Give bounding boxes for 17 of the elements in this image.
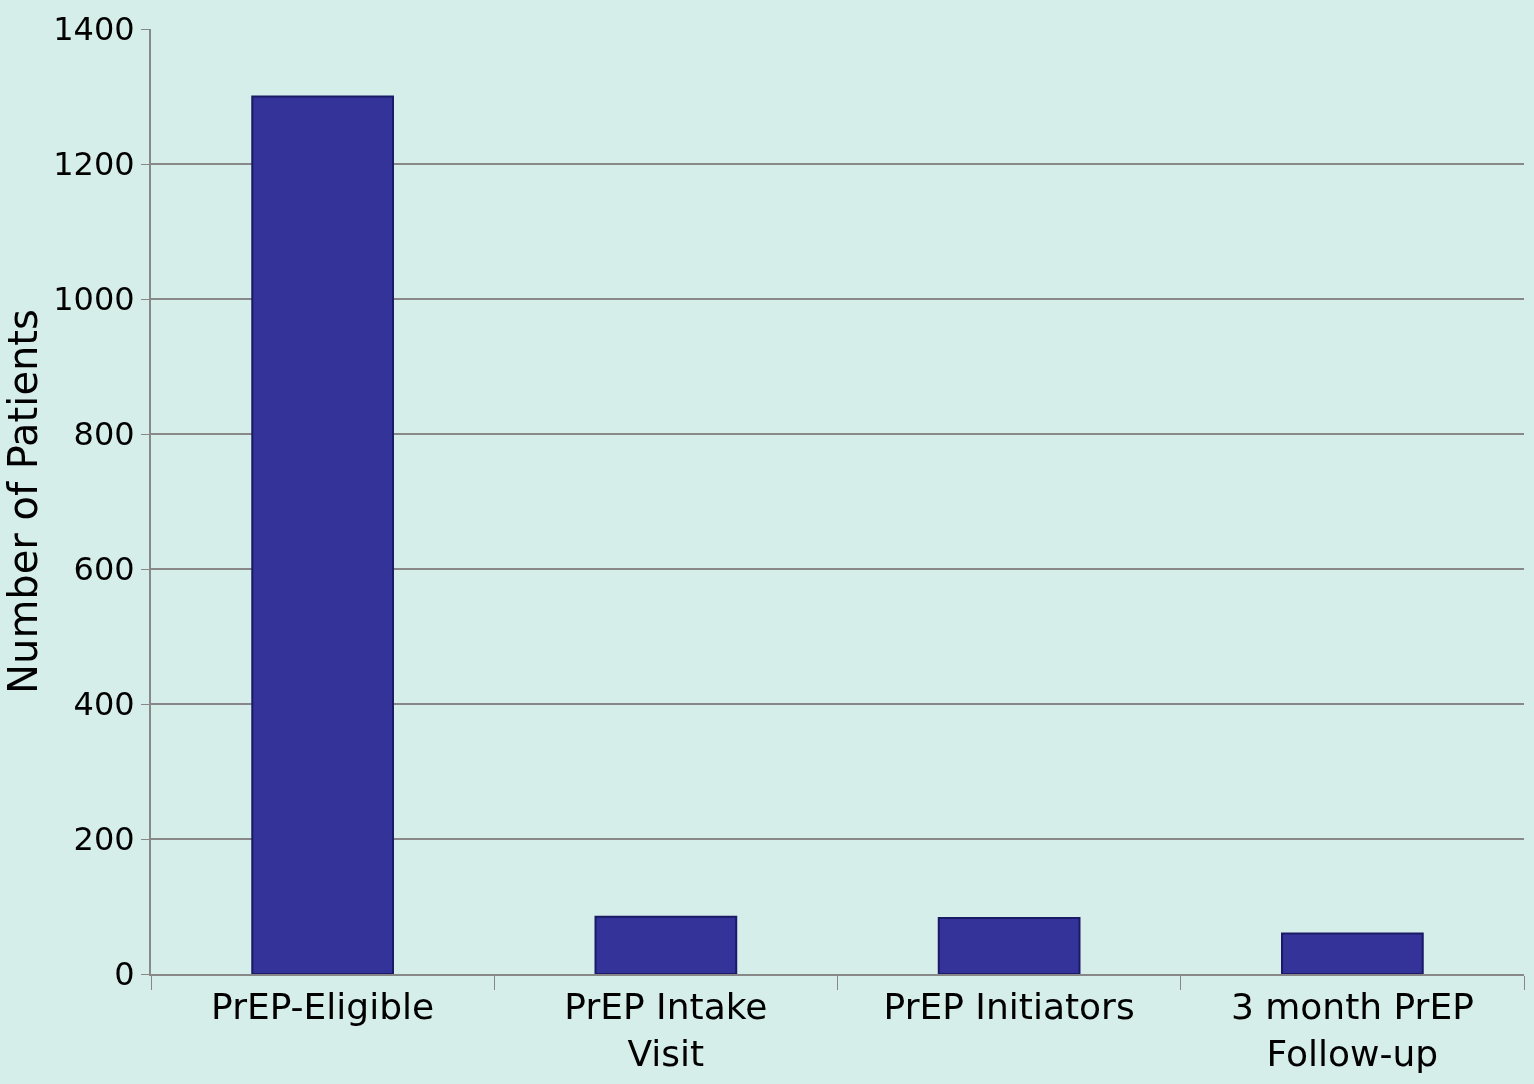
y-tick-label: 200 [73, 820, 135, 859]
x-tick-label: 3 month PrEP Follow-up [1230, 986, 1474, 1074]
y-tick-label: 400 [73, 685, 135, 724]
bar [251, 95, 394, 974]
bar [1281, 932, 1424, 974]
y-tick-label: 800 [73, 415, 135, 454]
y-tick-label: 1000 [53, 280, 135, 319]
x-tick-label: PrEP-Eligible [211, 986, 435, 1028]
x-tick-label: PrEP Intake Visit [564, 986, 768, 1074]
bar [937, 916, 1081, 974]
y-tick-label: 0 [114, 955, 135, 994]
y-tick-label: 600 [73, 550, 135, 589]
y-axis-title: Number of Patients [0, 309, 46, 694]
y-tick-label: 1200 [53, 145, 135, 184]
x-tick-label: PrEP Initiators [883, 986, 1135, 1028]
bar [594, 915, 738, 974]
y-tick-label: 1400 [53, 10, 135, 49]
